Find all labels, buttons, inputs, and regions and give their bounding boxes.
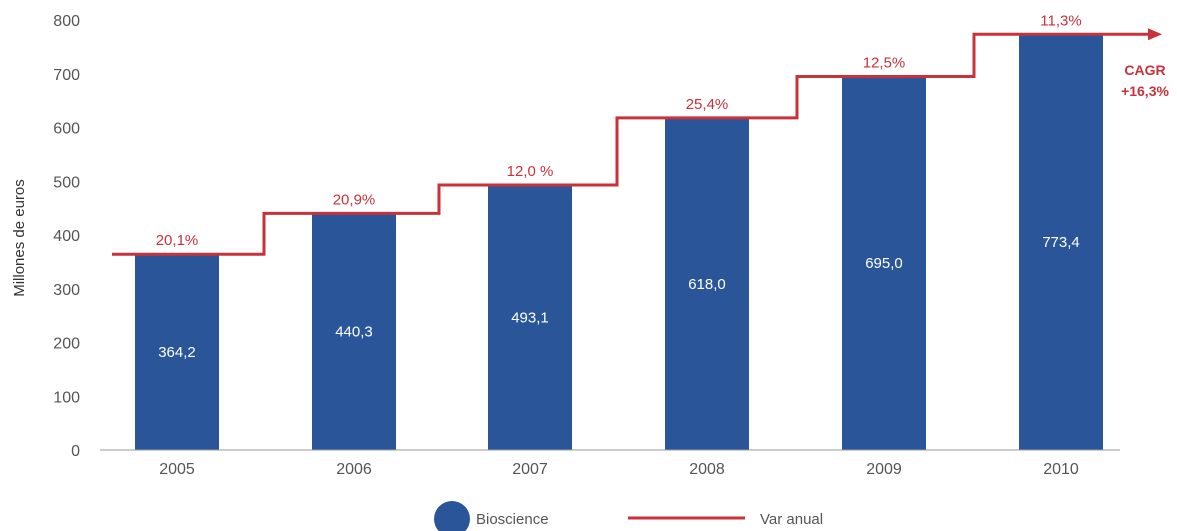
bar bbox=[842, 76, 926, 450]
legend-bar-label: Bioscience bbox=[476, 511, 549, 528]
bar-value-label: 773,4 bbox=[1042, 234, 1080, 251]
bar-value-label: 364,2 bbox=[158, 344, 196, 361]
growth-step-line bbox=[112, 28, 1162, 256]
x-tick-label: 2008 bbox=[689, 461, 725, 478]
y-tick-label: 400 bbox=[53, 228, 80, 245]
y-tick-label: 0 bbox=[71, 443, 80, 460]
growth-label: 20,9% bbox=[333, 191, 376, 208]
legend-bar-swatch bbox=[434, 501, 470, 531]
y-tick-label: 300 bbox=[53, 282, 80, 299]
x-tick-label: 2006 bbox=[336, 461, 372, 478]
growth-label: 20,1% bbox=[156, 232, 199, 249]
y-tick-label: 700 bbox=[53, 67, 80, 84]
bar-value-label: 440,3 bbox=[335, 324, 373, 341]
x-axis: 2005 2006 2007 2008 2009 2010 bbox=[159, 461, 1079, 478]
legend: Bioscience Var anual bbox=[434, 501, 823, 531]
y-axis-title: Millones de euros bbox=[11, 179, 28, 297]
bar-value-label: 618,0 bbox=[688, 276, 726, 293]
bar bbox=[1019, 34, 1103, 451]
y-tick-label: 800 bbox=[53, 13, 80, 30]
bars-group: 364,2 440,3 493,1 618,0 695,0 773,4 bbox=[135, 34, 1103, 451]
arrowhead bbox=[1148, 28, 1162, 41]
cagr-title: CAGR bbox=[1124, 62, 1165, 78]
growth-label: 12,5% bbox=[863, 54, 906, 71]
step-line-path bbox=[112, 32, 1150, 256]
x-tick-label: 2009 bbox=[866, 461, 902, 478]
legend-line-label: Var anual bbox=[760, 511, 823, 528]
x-tick-label: 2007 bbox=[512, 461, 548, 478]
y-tick-label: 100 bbox=[53, 389, 80, 406]
x-tick-label: 2010 bbox=[1043, 461, 1079, 478]
y-tick-label: 500 bbox=[53, 174, 80, 191]
bar bbox=[665, 117, 749, 450]
bar-value-label: 493,1 bbox=[511, 309, 549, 326]
bar bbox=[135, 254, 219, 450]
growth-label: 12,0 % bbox=[507, 163, 554, 180]
bar bbox=[312, 213, 396, 450]
y-tick-label: 200 bbox=[53, 336, 80, 353]
bar-value-label: 695,0 bbox=[865, 255, 903, 272]
y-axis: 0 100 200 300 400 500 600 700 800 bbox=[53, 13, 80, 460]
cagr-value: +16,3% bbox=[1121, 83, 1169, 99]
growth-label: 11,3% bbox=[1040, 12, 1081, 29]
growth-label: 25,4% bbox=[686, 96, 729, 113]
bar bbox=[488, 184, 572, 451]
y-tick-label: 600 bbox=[53, 121, 80, 138]
growth-labels-group: 20,1% 20,9% 12,0 % 25,4% 12,5% 11,3% bbox=[156, 12, 1082, 249]
x-tick-label: 2005 bbox=[159, 461, 195, 478]
